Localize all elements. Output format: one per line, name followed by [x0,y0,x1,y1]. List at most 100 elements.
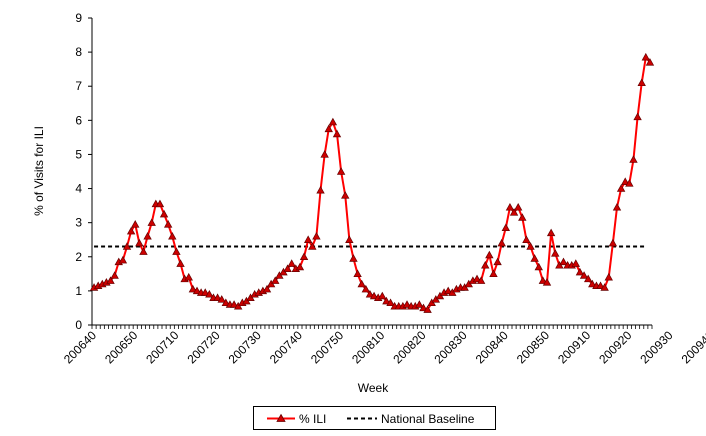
x-tick-label: 200930 [637,328,675,366]
ili-data-point [402,300,412,308]
ili-data-point [332,129,342,138]
ili-data-point [489,269,498,278]
ili-data-point [336,167,346,175]
legend-ili-marker [276,413,286,422]
ili-data-point [163,220,173,228]
y-tick-label: 5 [75,147,82,161]
ili-data-point [357,279,366,288]
ili-data-point [283,264,292,272]
ili-data-point [476,276,486,284]
ili-data-point [262,284,272,293]
ili-data-point [497,238,506,247]
x-tick-label: 200910 [555,328,593,366]
ili-data-point [542,278,552,286]
x-tick-label: 200640 [61,328,99,366]
ili-data-point [419,303,428,312]
ili-data-point [575,267,585,276]
ili-data-point [604,272,613,281]
ili-data-point [299,252,309,261]
ili-data-point [621,177,630,185]
ili-data-point [538,276,548,284]
ili-data-point [571,259,581,267]
x-tick-label: 200720 [184,328,222,366]
ili-data-point [176,259,185,267]
x-tick-label: 200650 [102,328,140,366]
ili-data-point [629,155,638,163]
ili-data-point [415,300,424,308]
ili-data-point [139,247,148,255]
ili-data-point [316,185,325,194]
y-tick-label: 8 [75,45,82,59]
ili-data-point [221,298,231,307]
ili-data-point [172,247,181,255]
ili-data-point [546,228,556,237]
ili-data-point [518,213,527,221]
x-tick-label: 200810 [349,328,387,366]
ili-data-point [353,269,362,278]
ili-data-point [324,124,333,133]
x-tick-label: 200710 [143,328,181,366]
ili-data-point [184,272,193,281]
ili-data-point [501,223,511,232]
y-tick-label: 9 [75,11,82,25]
legend-baseline-label: National Baseline [381,412,475,426]
ili-data-point [559,257,568,266]
ili-data-point [320,150,329,158]
ili-data-point [616,184,626,192]
ili-data-point [423,305,432,313]
x-axis-title: Week [358,381,389,395]
x-tick-label: 200820 [390,328,428,366]
y-tick-label: 1 [75,284,82,298]
ili-data-point [493,257,502,266]
ili-data-point [625,179,634,187]
ili-data-point [509,208,519,216]
ili-data-point [443,286,453,295]
y-tick-label: 0 [75,318,82,332]
legend: % ILI National Baseline [253,406,496,430]
ili-data-point [155,199,165,208]
ili-data-point [287,259,296,267]
ili-data-point [583,274,593,283]
y-tick-label: 2 [75,250,82,264]
ili-data-point [645,58,655,66]
ili-data-point [205,289,214,298]
y-tick-label: 4 [75,182,82,196]
y-tick-label: 3 [75,216,82,230]
ili-data-point [369,291,379,300]
ili-data-point [229,300,239,308]
ili-data-point [217,295,226,303]
ili-data-point [612,202,622,211]
ili-data-point [382,296,391,305]
ili-data-point [341,191,350,199]
ili-data-point [579,271,589,279]
ili-data-point [147,218,156,226]
ili-data-point [365,289,375,298]
ili-data-point [118,255,128,264]
ili-data-point [159,209,169,218]
ili-data-point [633,112,642,121]
ili-series [89,52,655,313]
ili-data-point [530,254,539,262]
ili-data-point [122,242,132,250]
y-tick-label: 6 [75,113,82,127]
ili-data-point [378,291,387,300]
ili-data-point [345,235,354,243]
ili-data-point [472,274,482,283]
legend-graphic: % ILI National Baseline [267,412,475,426]
x-axis: 200640 200650 200710 200720 200730 200740 2007… [61,324,706,366]
ili-data-point [481,260,490,269]
ili-data-point [608,238,618,247]
ili-data-point [308,242,317,250]
ili-data-point [131,220,140,228]
ili-data-point [295,262,305,271]
ili-data-point [271,276,280,284]
ili-data-point [110,271,119,279]
ili-data-point [485,250,494,259]
x-tick-label: 200840 [473,328,511,366]
ili-data-point [135,238,144,247]
y-axis: 0 1 2 3 4 5 6 7 8 9 [75,11,93,332]
ili-data-point [600,283,609,291]
x-tick-label: 200740 [267,328,305,366]
ili-data-point [505,202,515,211]
